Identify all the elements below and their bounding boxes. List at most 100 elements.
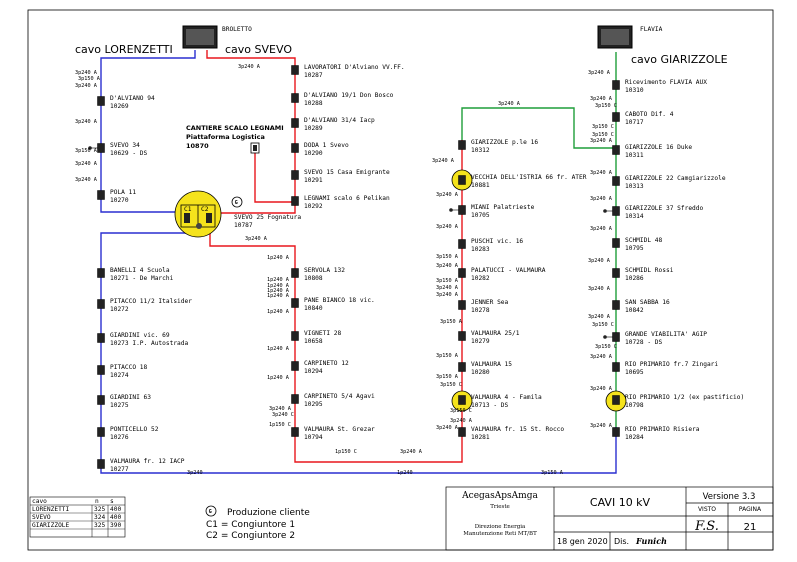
station-red_upper-0: LAVORATORI D'Alviano VV.FF.10287 (291, 64, 405, 79)
company-name: AcegasApsAmga (461, 491, 538, 501)
cable-spec-label: 3p150 A (436, 353, 459, 359)
cable-spec-label: 3p150 A (436, 278, 459, 284)
station-code: 10281 (471, 434, 490, 441)
station-code: 10728 - DS (625, 339, 663, 346)
cable-spec-label: 3p240 A (590, 170, 613, 176)
cable-spec-label: 3p240 A (590, 196, 613, 202)
substation-node-icon (458, 331, 466, 341)
tap-point-icon (88, 146, 92, 150)
cable-spec-label: 3p150 C (592, 124, 614, 130)
cable-spec-label: 3p150 C (592, 132, 614, 138)
station-code: 10286 (625, 275, 644, 282)
cable-spec-label: 1p240 A (267, 375, 290, 381)
legend-row-n: 324 (94, 514, 105, 521)
legend-generator-icon (205, 505, 217, 517)
station-name: VALMAURA 25/1 (471, 330, 520, 337)
cable-spec-label: 1p150 C (335, 449, 357, 455)
station-name: RIO PRIMARIO 1/2 (ex pastificio) (625, 394, 744, 401)
station-name: VALMAURA St. Grezar (304, 426, 375, 433)
cable-spec-label: 3p240 A (590, 226, 613, 232)
cable-label-giarizzole: cavo GIARIZZOLE (631, 53, 728, 66)
station-name: VALMAURA fr. 12 IACP (110, 458, 185, 465)
cable-spec-label: 3p150 C (450, 408, 472, 414)
generator-letter: G (235, 200, 238, 206)
station-code: 10314 (625, 213, 644, 220)
station-name: D'ALVIANO 94 (110, 95, 155, 102)
cable-spec-label: 3p240 (187, 470, 203, 476)
cable-spec-label: 3p240 A (588, 286, 611, 292)
substation-node-icon (97, 143, 105, 153)
station-name: PANE BIANCO 18 vic. (304, 297, 375, 304)
substation-node-icon (291, 298, 299, 308)
station-code: 10658 (304, 338, 323, 345)
station-name: JENNER Sea (471, 299, 509, 306)
cable-spec-label: 3p240 A (590, 138, 613, 144)
station-name: SAN SABBA 16 (625, 299, 670, 306)
station-code: 10272 (110, 306, 129, 313)
source-broletto-label: BROLETTO (222, 26, 252, 33)
cable-spec-label: 1p150 C (269, 422, 291, 428)
substation-node-icon (291, 118, 299, 128)
substation-node-icon (97, 190, 105, 200)
station-name: BANELLI 4 Scuola (110, 267, 170, 274)
cable-spec-label: 3p240 A (245, 236, 268, 242)
station-code: 10276 (110, 434, 129, 441)
station-name: GIARDINI 63 (110, 394, 151, 401)
station-code: 10290 (304, 150, 323, 157)
dis-signature: Funich (635, 536, 667, 546)
substation-node-icon (291, 170, 299, 180)
station-name: PONTICELLO 52 (110, 426, 159, 433)
legend-row-s: 400 (110, 514, 121, 521)
cable-spec-label: 3p240 A (436, 263, 459, 269)
substation-node-icon (291, 65, 299, 75)
substation-node-icon (97, 96, 105, 106)
wire-lorenzetti (100, 50, 196, 213)
cable-spec-label: 1p240 A (267, 255, 290, 261)
cable-spec-label: 3p240 A (588, 258, 611, 264)
legend-row-n: 325 (94, 506, 105, 513)
station-name: CARPINETO 12 (304, 360, 349, 367)
station-name: DODA 1 Svevo (304, 142, 349, 149)
cable-spec-label: 3p240 A (75, 70, 98, 76)
station-code: 10282 (471, 275, 490, 282)
substation-node-icon (291, 361, 299, 371)
station-name: GRANDE VIABILITA' AGIP (625, 331, 707, 338)
station-name: VALMAURA fr. 15 St. Rocco (471, 426, 564, 433)
legend-row-s: 400 (110, 506, 121, 513)
cable-spec-label: 1p240 A (267, 277, 290, 283)
tap-point-icon (603, 209, 607, 213)
station-code: 10705 (471, 212, 490, 219)
station-name: POLA 11 (110, 189, 136, 196)
station-code: 10277 (110, 466, 129, 473)
cable-spec-label: 3p240 A (436, 425, 459, 431)
substation-node-icon (612, 427, 620, 437)
cable-spec-label: 3p240 A (75, 161, 98, 167)
substation-node-icon (458, 362, 466, 372)
station-code: 10275 (110, 402, 129, 409)
station-code: 10274 (110, 372, 129, 379)
legend-head-n: n (95, 498, 99, 505)
cable-spec-label: 3p150 C (595, 103, 617, 109)
station-name: RIO PRIMARIO fr.7 Zingari (625, 361, 718, 368)
substation-node-icon (291, 93, 299, 103)
cable-spec-label: 3p240 A (588, 314, 611, 320)
legend-row-n: 325 (94, 522, 105, 529)
cantiere-line1: CANTIERE SCALO LEGNAMI (186, 124, 284, 132)
legend-row-name: GIARIZZOLE (32, 522, 70, 529)
substation-node-icon (97, 459, 105, 469)
substation-node-icon (458, 300, 466, 310)
station-code: 10287 (304, 72, 323, 79)
station-code: 10713 - DS (471, 402, 509, 409)
substation-node-icon (97, 395, 105, 405)
cable-label-svevo: cavo SVEVO (225, 43, 292, 56)
